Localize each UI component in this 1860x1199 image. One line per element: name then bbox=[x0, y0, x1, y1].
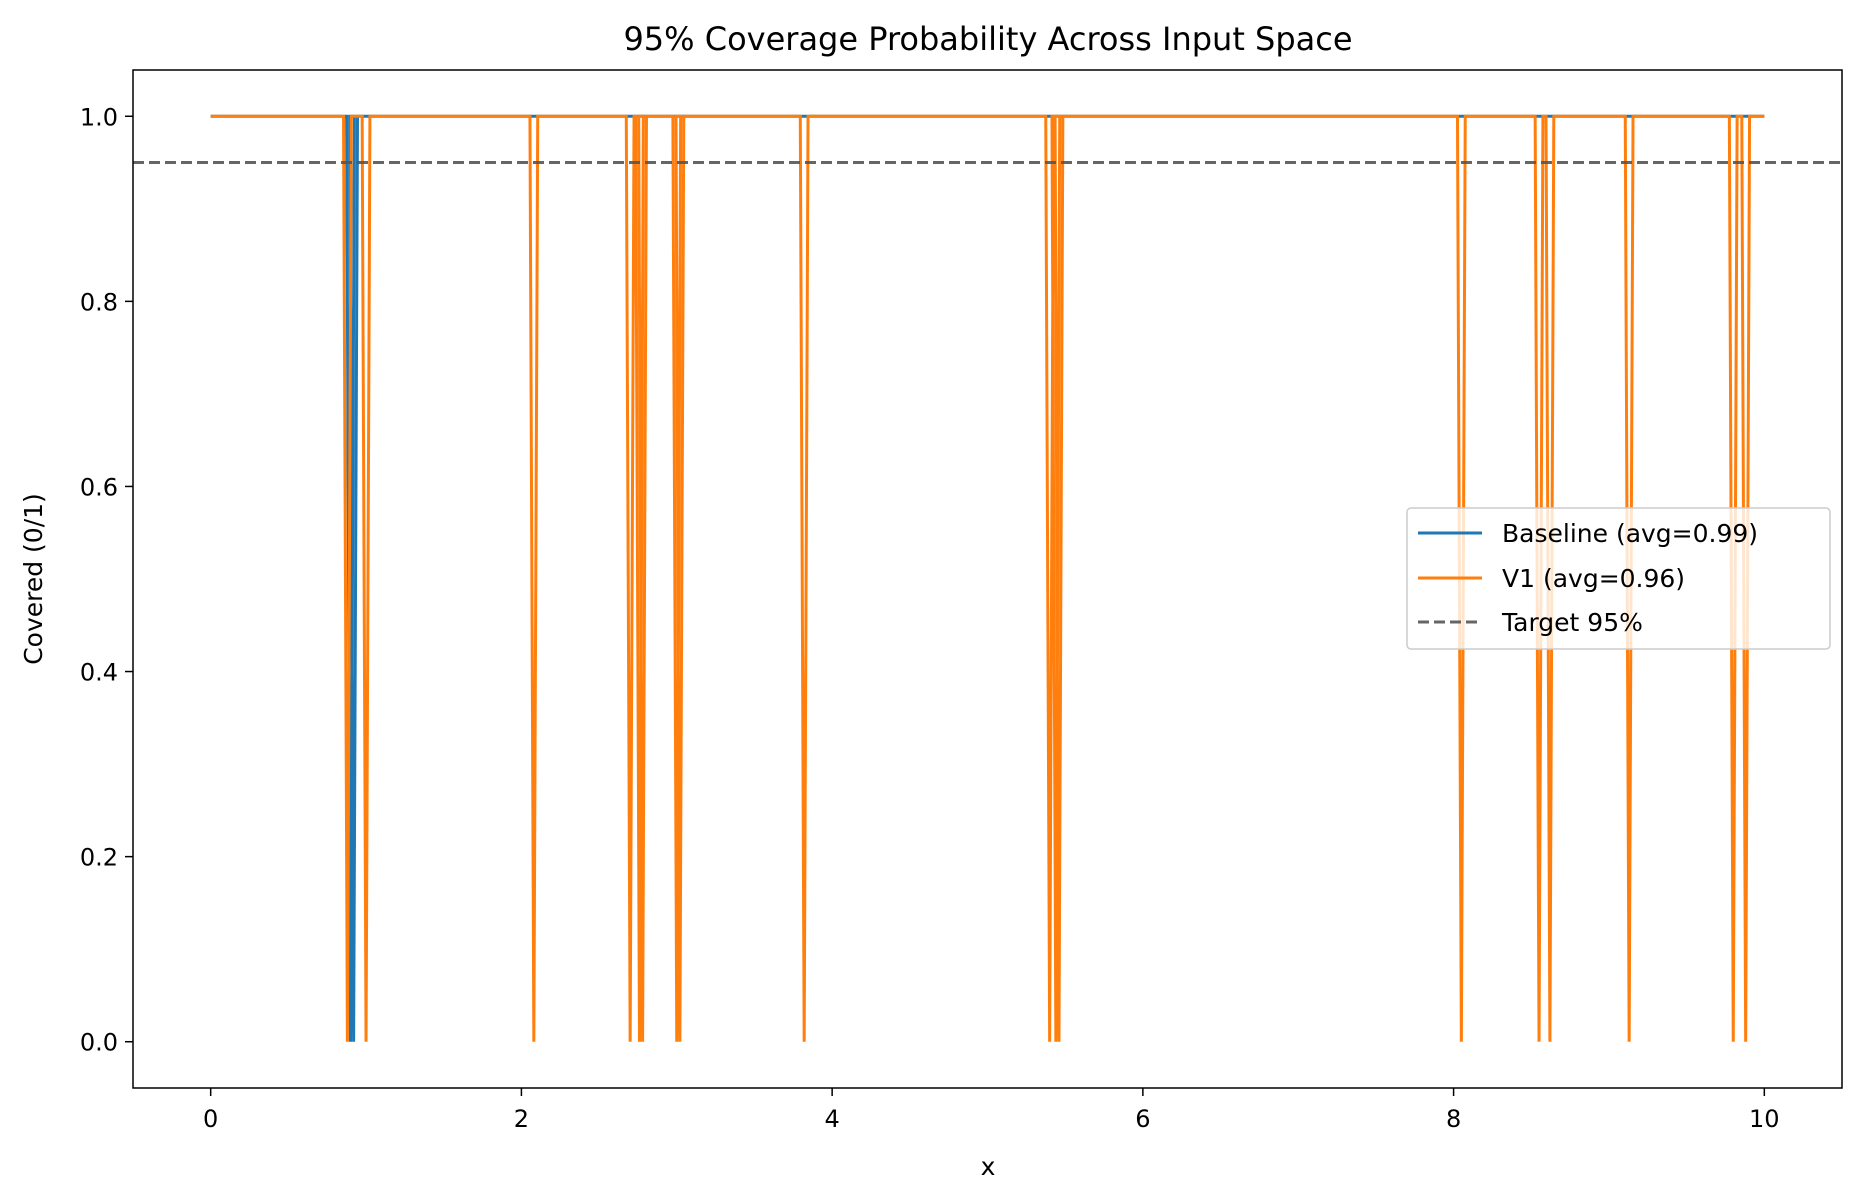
legend-label-target: Target 95% bbox=[1501, 608, 1643, 637]
y-tick-label: 0.6 bbox=[80, 473, 118, 501]
y-tick-label: 0.0 bbox=[80, 1029, 118, 1057]
chart-title: 95% Coverage Probability Across Input Sp… bbox=[623, 20, 1352, 58]
y-axis-ticks: 0.0 0.2 0.4 0.6 0.8 1.0 bbox=[80, 103, 133, 1057]
legend: Baseline (avg=0.99) V1 (avg=0.96) Target… bbox=[1406, 507, 1831, 650]
y-tick-label: 1.0 bbox=[80, 103, 118, 131]
x-axis-label: x bbox=[981, 1152, 996, 1181]
series-line-v1 bbox=[210, 114, 1765, 1042]
y-tick-label: 0.8 bbox=[80, 288, 118, 316]
x-tick-label: 2 bbox=[514, 1105, 529, 1133]
x-tick-label: 0 bbox=[203, 1105, 218, 1133]
x-tick-label: 6 bbox=[1135, 1105, 1150, 1133]
x-tick-label: 10 bbox=[1749, 1105, 1780, 1133]
legend-frame bbox=[1406, 507, 1831, 650]
legend-label-v1: V1 (avg=0.96) bbox=[1502, 564, 1685, 593]
plot-frame bbox=[132, 69, 1843, 1089]
x-tick-label: 4 bbox=[824, 1105, 839, 1133]
legend-label-baseline: Baseline (avg=0.99) bbox=[1502, 519, 1758, 548]
x-axis-ticks: 0 2 4 6 8 10 bbox=[203, 1088, 1780, 1133]
y-tick-label: 0.2 bbox=[80, 844, 118, 872]
y-axis-label: Covered (0/1) bbox=[19, 493, 48, 665]
series-layer bbox=[210, 114, 1765, 1042]
y-tick-label: 0.4 bbox=[80, 659, 118, 687]
x-tick-label: 8 bbox=[1446, 1105, 1461, 1133]
